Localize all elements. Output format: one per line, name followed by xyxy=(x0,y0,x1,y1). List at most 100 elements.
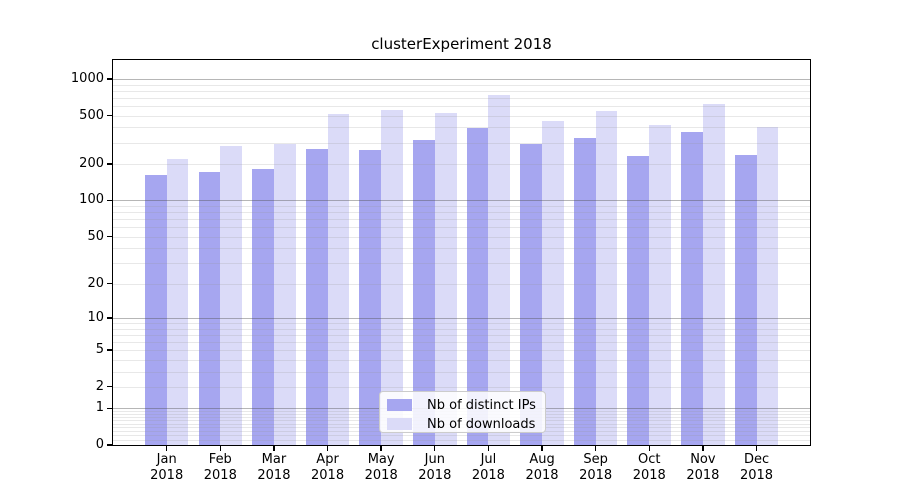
y-tick-mark xyxy=(107,407,113,409)
y-tick-label: 1000 xyxy=(70,70,104,86)
bar xyxy=(520,144,543,445)
gridline-minor xyxy=(113,328,810,330)
x-tick-mark xyxy=(702,446,704,451)
gridline-minor xyxy=(113,435,810,437)
x-tick-mark xyxy=(487,446,490,451)
bar xyxy=(734,155,757,445)
x-tick-mark xyxy=(594,446,597,451)
x-tick-mark xyxy=(755,446,758,451)
x-tick-label: Jan 2018 xyxy=(150,452,184,483)
gridline-minor xyxy=(113,127,810,129)
gridline-minor xyxy=(113,371,810,373)
x-tick-mark xyxy=(648,446,650,451)
bar xyxy=(305,148,328,445)
plot-area xyxy=(113,60,810,445)
gridline-major xyxy=(113,317,810,319)
legend-swatch-downloads xyxy=(387,418,412,430)
gridline-minor xyxy=(113,115,810,117)
legend-item-distinct-ips: Nb of distinct IPs xyxy=(387,397,537,413)
bar xyxy=(273,144,296,445)
y-tick-label: 10 xyxy=(87,309,104,325)
bar xyxy=(198,171,221,445)
legend-label-distinct-ips: Nb of distinct IPs xyxy=(427,397,536,413)
gridline-minor xyxy=(113,334,810,336)
x-tick-label: Feb 2018 xyxy=(203,452,237,483)
gridline-minor xyxy=(113,283,810,285)
y-tick-mark xyxy=(107,282,113,285)
bar xyxy=(488,95,511,445)
bar xyxy=(434,113,457,445)
gridline-minor xyxy=(113,227,810,229)
legend: Nb of distinct IPs Nb of downloads xyxy=(379,391,546,433)
bar xyxy=(252,168,274,445)
y-tick-mark xyxy=(107,317,113,319)
bar xyxy=(702,103,725,445)
gridline-minor xyxy=(113,350,810,352)
bar xyxy=(327,114,350,445)
y-tick-label: 1 xyxy=(95,400,104,416)
x-tick-label: Nov 2018 xyxy=(686,452,720,483)
bar xyxy=(413,140,435,445)
legend-item-downloads: Nb of downloads xyxy=(387,416,537,432)
y-tick-mark xyxy=(107,78,113,80)
bar xyxy=(756,126,779,445)
gridline-minor xyxy=(113,219,810,221)
legend-label-downloads: Nb of downloads xyxy=(427,416,536,432)
bar xyxy=(649,125,672,445)
bar xyxy=(144,175,167,445)
bar xyxy=(573,138,596,445)
gridline-major xyxy=(113,78,810,80)
x-tick-label: Oct 2018 xyxy=(632,452,666,483)
y-tick-mark xyxy=(107,163,113,165)
gridline-minor xyxy=(113,164,810,165)
gridline-minor xyxy=(113,236,810,238)
gridline-minor xyxy=(113,90,810,92)
y-tick-label: 100 xyxy=(79,192,104,208)
x-tick-mark xyxy=(326,446,329,451)
gridline-minor xyxy=(113,142,810,144)
gridline-minor xyxy=(113,386,810,388)
x-tick-mark xyxy=(166,446,168,451)
y-tick-label: 500 xyxy=(79,107,104,123)
x-tick-mark xyxy=(434,446,436,451)
x-tick-label: Jul 2018 xyxy=(471,452,505,483)
x-tick-label: Aug 2018 xyxy=(525,452,559,483)
gridline-minor xyxy=(113,263,810,265)
bar xyxy=(542,120,564,445)
x-tick-label: Sep 2018 xyxy=(579,452,613,483)
gridline-minor xyxy=(113,322,810,324)
gridline-minor xyxy=(113,205,810,207)
bar xyxy=(381,109,403,445)
y-tick-label: 50 xyxy=(87,228,104,244)
bar xyxy=(595,110,618,445)
x-tick-mark xyxy=(273,446,275,451)
x-tick-mark xyxy=(541,446,543,451)
x-tick-mark xyxy=(380,446,382,451)
bar xyxy=(220,145,243,445)
legend-swatch-distinct-ips xyxy=(387,399,412,411)
bar xyxy=(166,158,189,445)
y-tick-label: 2 xyxy=(95,378,104,394)
gridline-minor xyxy=(113,359,810,361)
x-tick-label: Apr 2018 xyxy=(311,452,345,483)
y-tick-label: 0 xyxy=(95,437,104,452)
y-tick-label: 20 xyxy=(87,275,104,291)
y-tick-mark xyxy=(107,235,113,238)
x-tick-label: Jun 2018 xyxy=(418,452,452,483)
gridline-minor xyxy=(113,84,810,86)
y-tick-label: 200 xyxy=(79,156,104,171)
x-tick-label: Mar 2018 xyxy=(257,452,291,483)
gridline-minor xyxy=(113,439,810,441)
bar xyxy=(681,132,703,445)
y-tick-mark xyxy=(107,199,113,202)
y-tick-mark xyxy=(107,349,113,351)
y-tick-mark xyxy=(107,114,113,117)
y-tick-mark xyxy=(107,444,113,446)
x-tick-label: Dec 2018 xyxy=(739,452,774,483)
bar xyxy=(466,127,489,445)
bar xyxy=(627,155,650,445)
gridline-minor xyxy=(113,212,810,214)
gridline-minor xyxy=(113,341,810,343)
gridline-minor xyxy=(113,97,810,99)
